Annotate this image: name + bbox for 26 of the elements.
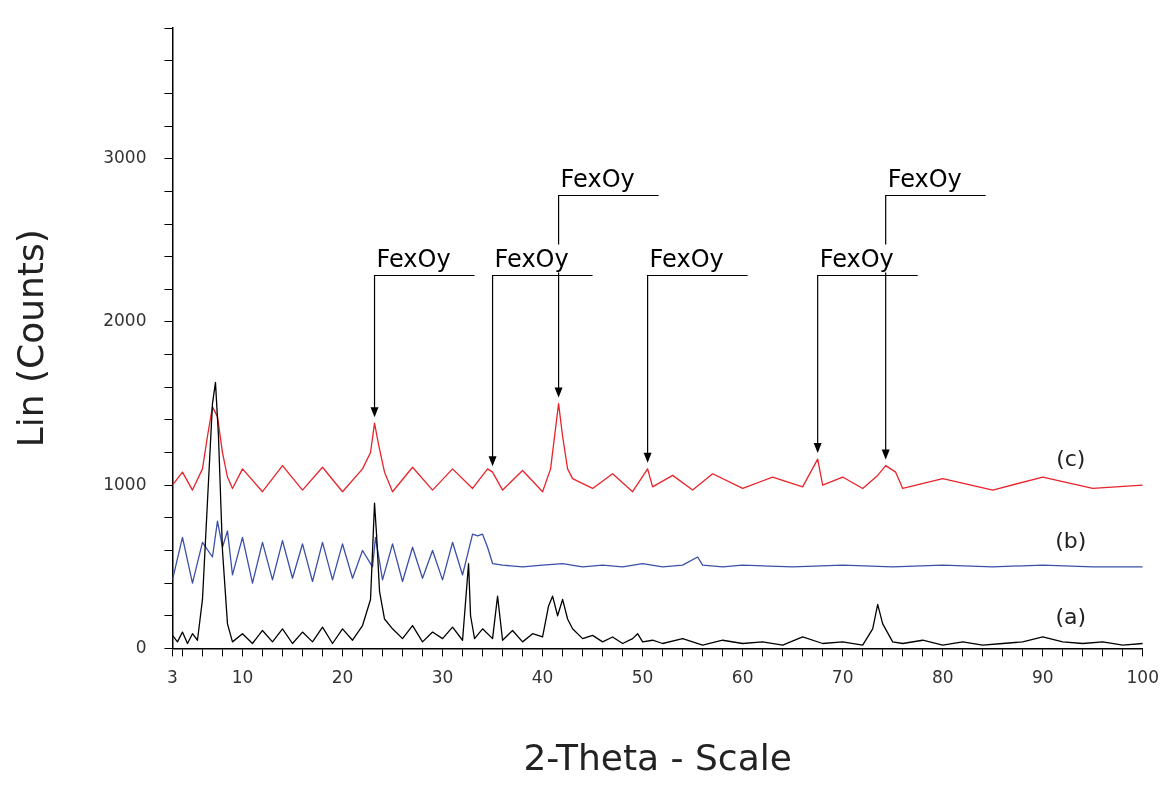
x-tick-label: 60 — [731, 667, 754, 688]
y-tick-label: 1000 — [103, 473, 147, 494]
y-tick-label: 3000 — [103, 147, 147, 168]
x-tick-label: 90 — [1031, 667, 1054, 688]
x-tick-label: 3 — [167, 667, 178, 688]
x-tick-label: 10 — [231, 667, 254, 688]
annotation: FexOy — [887, 164, 962, 193]
x-tick-label: 70 — [831, 667, 854, 688]
y-axis-title: Lin (Counts) — [9, 229, 51, 448]
x-tick-label: 80 — [931, 667, 954, 688]
x-tick-label: 100 — [1126, 667, 1159, 688]
x-tick-label: 50 — [631, 667, 654, 688]
annotation: FexOy — [819, 244, 894, 273]
series-label: (a) — [1055, 604, 1087, 630]
annotation: FexOy — [560, 164, 635, 193]
y-tick-label: 0 — [135, 636, 147, 657]
x-axis-title: 2-Theta - Scale — [523, 736, 792, 778]
series-label: (b) — [1055, 527, 1087, 553]
annotation: FexOy — [494, 244, 569, 273]
annotation: FexOy — [376, 244, 451, 273]
x-tick-label: 40 — [531, 667, 554, 688]
annotation: FexOy — [649, 244, 724, 273]
x-tick-label: 30 — [431, 667, 454, 688]
x-tick-label: 20 — [331, 667, 354, 688]
y-tick-label: 2000 — [103, 310, 147, 331]
series-label: (c) — [1056, 445, 1086, 471]
